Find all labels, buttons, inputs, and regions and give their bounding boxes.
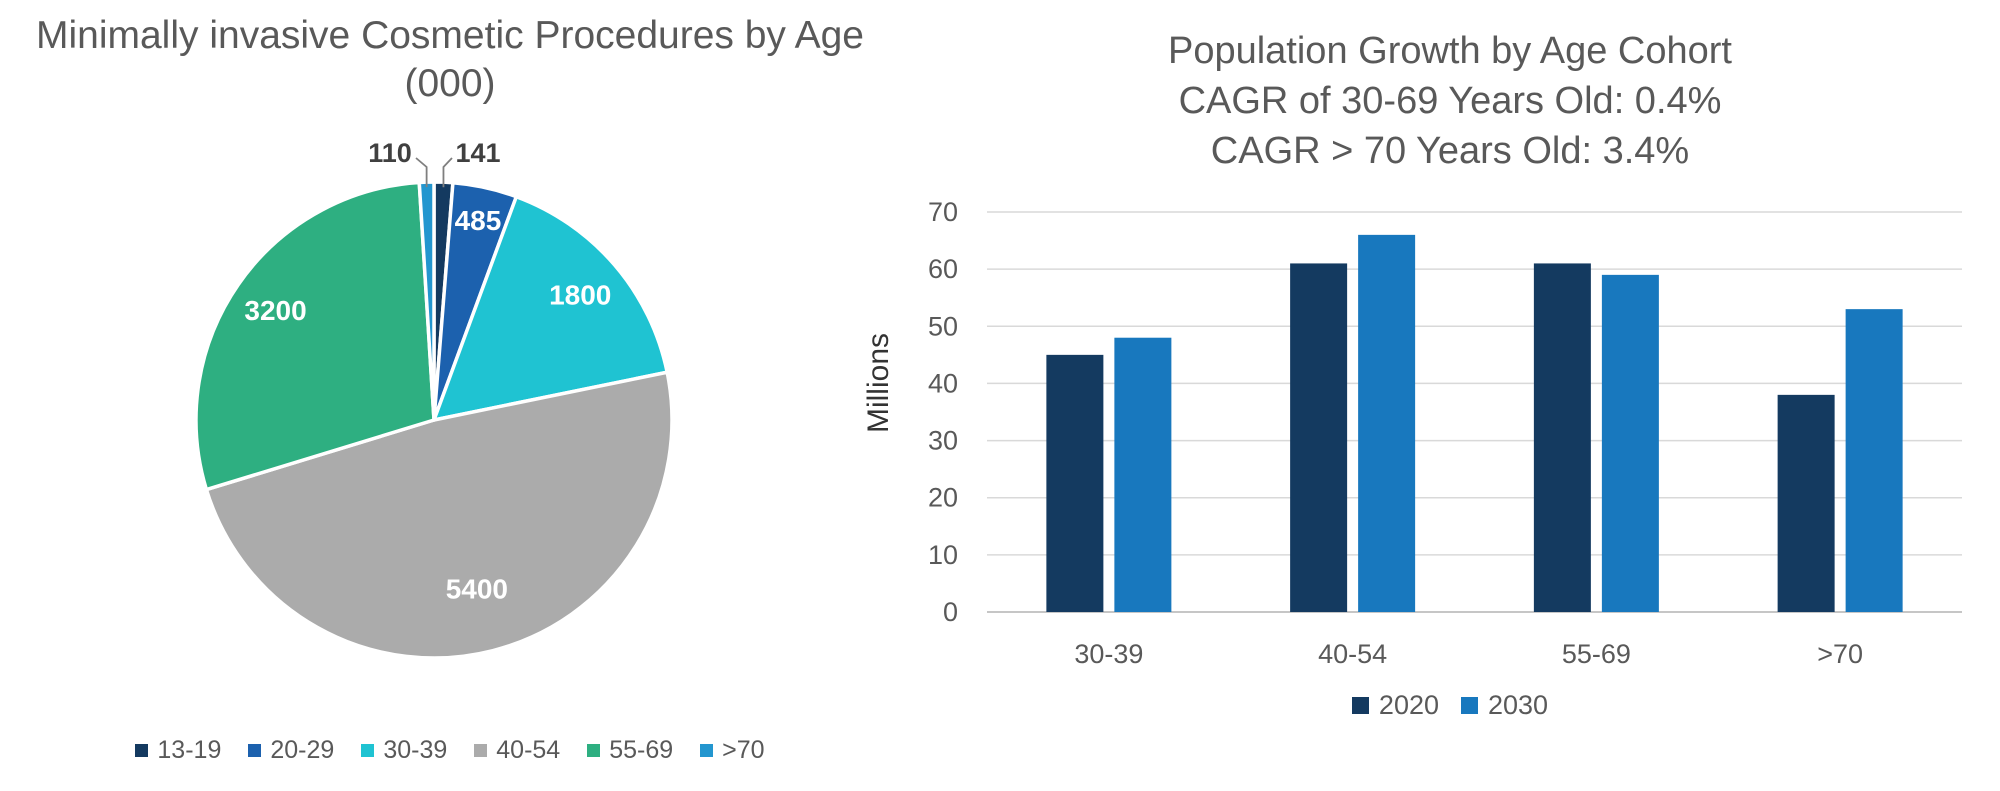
bar-legend-item-2030: 2030: [1461, 690, 1548, 721]
x-axis-category-label: >70: [1817, 639, 1863, 669]
pie-legend-item-20-29: 20-29: [248, 736, 334, 765]
pie-data-label-40-54: 5400: [446, 573, 508, 604]
y-axis-tick-label: 60: [928, 254, 958, 284]
y-axis-tick-label: 20: [928, 483, 958, 513]
pie-legend-label: 55-69: [609, 736, 674, 764]
x-axis-category-label: 55-69: [1562, 639, 1631, 669]
pie-legend-item-55-69: 55-69: [587, 736, 673, 765]
pie-legend-label: 30-39: [383, 736, 448, 764]
bar-2030->70: [1845, 309, 1903, 612]
pie-data-label->70: 110: [368, 138, 412, 168]
pie-legend-swatch: [700, 744, 714, 757]
bar-2030-40-54: [1358, 234, 1416, 612]
y-axis-tick-label: 0: [943, 597, 958, 627]
pie-data-label-13-19: 141: [455, 138, 500, 168]
bar-2020-55-69: [1533, 263, 1591, 612]
pie-legend-swatch: [587, 744, 601, 757]
bar-legend: 2020 2030: [1150, 690, 1750, 721]
bar-2030-55-69: [1601, 274, 1659, 612]
pie-legend: 13-19 20-29 30-39 40-54 55-69 >70: [0, 736, 900, 765]
bar-legend-label: 2030: [1488, 690, 1549, 720]
bar-legend-label: 2020: [1378, 690, 1439, 720]
bar-legend-swatch: [1351, 697, 1369, 714]
pie-legend-item-13-19: 13-19: [135, 736, 221, 765]
bar-chart-title-block: Population Growth by Age Cohort CAGR of …: [1000, 26, 1900, 176]
pie-data-label-30-39: 1800: [549, 279, 611, 310]
pie-data-label-55-69: 3200: [244, 295, 306, 326]
pie-legend-item-40-54: 40-54: [474, 736, 560, 765]
pie-legend-item->70: >70: [700, 736, 765, 765]
pie-chart-title-block: Minimally invasive Cosmetic Procedures b…: [0, 12, 900, 108]
pie-legend-swatch: [361, 744, 375, 757]
y-axis-tick-label: 10: [928, 540, 958, 570]
bar-chart-subtitle-1: CAGR of 30-69 Years Old: 0.4%: [1178, 80, 1722, 122]
pie-legend-item-30-39: 30-39: [361, 736, 447, 765]
pie-legend-swatch: [474, 744, 488, 757]
x-axis-category-label: 40-54: [1318, 639, 1387, 669]
pie-slice-55-69: [194, 180, 436, 492]
pie-label-leader-line: [442, 157, 453, 188]
y-axis-title: Millions: [862, 333, 895, 433]
pie-legend-swatch: [248, 744, 262, 757]
pie-legend-label: 20-29: [270, 736, 335, 764]
bar-2020-30-39: [1046, 354, 1104, 612]
bar-chart-title: Population Growth by Age Cohort: [1167, 30, 1732, 72]
bar-chart-subtitle-2: CAGR > 70 Years Old: 3.4%: [1210, 130, 1690, 172]
y-axis-tick-label: 50: [928, 311, 958, 341]
pie-chart-subtitle: (000): [404, 62, 496, 105]
pie-data-label-20-29: 485: [455, 205, 502, 236]
pie-chart-title: Minimally invasive Cosmetic Procedures b…: [36, 14, 864, 57]
pie-slice-30-39: [432, 194, 669, 422]
bar-legend-swatch: [1461, 697, 1478, 714]
bar-2020-40-54: [1290, 263, 1348, 612]
pie-legend-swatch: [135, 744, 149, 757]
bar-2020->70: [1777, 394, 1835, 612]
pie-slice-40-54: [204, 370, 674, 660]
y-axis-tick-label: 70: [928, 197, 958, 227]
pie-chart: 141 485 1800 5400 3200 110: [194, 138, 674, 660]
bar-2030-30-39: [1114, 337, 1172, 612]
pie-legend-label: 40-54: [496, 736, 561, 764]
pie-legend-label: >70: [722, 736, 765, 764]
bar-legend-item-2020: 2020: [1351, 690, 1439, 721]
pie-label-leader-line: [415, 157, 428, 188]
bar-chart: 0 10 20 30 40 50 60 70 30-39 40-54 55-69 >70 Million…: [862, 197, 1962, 669]
y-axis-tick-label: 30: [928, 426, 958, 456]
x-axis-category-label: 30-39: [1074, 639, 1143, 669]
pie-legend-label: 13-19: [157, 736, 222, 764]
y-axis-tick-label: 40: [928, 368, 958, 398]
